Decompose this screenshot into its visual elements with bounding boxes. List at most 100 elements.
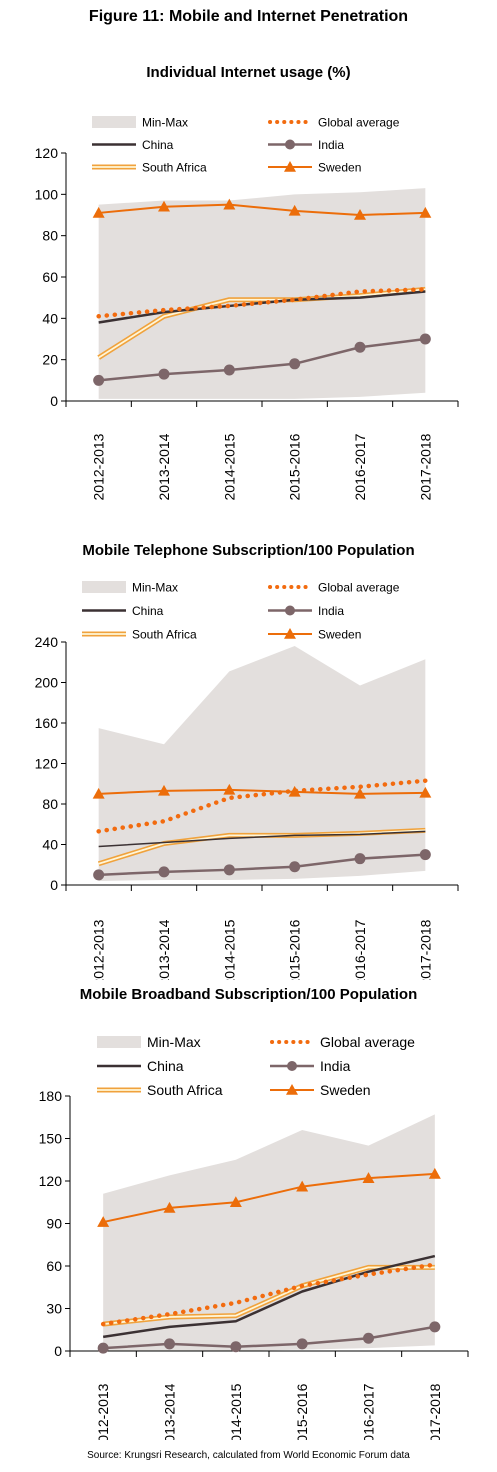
y-tick-label: 180 (39, 1088, 63, 1104)
y-tick-label: 40 (42, 310, 58, 326)
legend-label-south-africa: South Africa (132, 627, 197, 641)
x-tick-label: 2015-2016 (287, 919, 303, 980)
chart-mobile-broadband: Min-Max Global average China India South Afr… (39, 1034, 469, 1440)
series-point-sweden (92, 787, 105, 799)
legend-label-south-africa: South Africa (142, 160, 207, 174)
series-line-india (98, 853, 426, 877)
y-tick-label: 0 (54, 1343, 62, 1359)
minmax-band (98, 188, 426, 399)
legend-label-india: India (318, 604, 344, 618)
series-point-sweden (229, 1196, 242, 1208)
y-tick-label: 30 (46, 1301, 62, 1317)
legend-label-sweden: Sweden (318, 627, 361, 641)
series-point-india (363, 1332, 374, 1344)
series-point-sweden (354, 209, 366, 220)
legend-marker-sweden (284, 628, 296, 639)
x-tick-label: 2016-2017 (352, 433, 368, 500)
legend-label-china: China (132, 604, 164, 618)
series-point-sweden (97, 1216, 110, 1227)
x-tick-label: 2017-2018 (417, 919, 433, 980)
legend-label-minmax: Min-Max (147, 1034, 201, 1050)
series-line-global-average (96, 778, 428, 834)
series-point-sweden (428, 1167, 441, 1179)
series-line-south-africa-inner (103, 1266, 435, 1325)
series-point-india (223, 864, 235, 876)
x-tick-label: 2015-2016 (294, 1383, 310, 1440)
series-point-sweden (92, 206, 105, 218)
legend-label-minmax: Min-Max (132, 580, 178, 594)
legend-marker-sweden (284, 161, 296, 172)
series-point-india (289, 358, 301, 370)
legend-swatch-minmax (97, 1036, 141, 1048)
series-point-sweden (223, 783, 236, 795)
chart-title-mobile-telephone: Mobile Telephone Subscription/100 Popula… (82, 542, 415, 559)
legend-label-global: Global average (320, 1034, 415, 1050)
series-point-india (93, 869, 105, 881)
y-tick-label: 80 (42, 228, 58, 244)
series-point-sweden (288, 785, 301, 797)
legend-label-sweden: Sweden (318, 160, 361, 174)
series-point-india (230, 1341, 242, 1353)
y-tick-label: 0 (50, 393, 58, 409)
series-point-sweden (362, 1172, 375, 1183)
series-point-india (97, 1342, 109, 1354)
legend-label-global: Global average (318, 115, 400, 129)
y-tick-label: 80 (42, 796, 58, 812)
series-point-sweden (288, 204, 301, 216)
chart-internet-usage: Min-Max Global average China India South Afr… (35, 115, 459, 500)
y-tick-label: 120 (39, 1173, 63, 1189)
series-point-india (419, 849, 431, 861)
series-line-global-average (96, 287, 428, 319)
series-point-india (354, 341, 366, 353)
series-point-india (419, 333, 431, 345)
series-line-south-africa-inner (98, 288, 426, 359)
x-tick-label: 2013-2014 (162, 1383, 178, 1440)
series-point-sweden (419, 786, 432, 798)
x-tick-label: 2016-2017 (352, 919, 368, 980)
x-tick-label: 2017-2018 (417, 433, 433, 500)
x-tick-label: 2016-2017 (361, 1383, 377, 1440)
y-tick-label: 0 (50, 877, 58, 893)
series-point-india (296, 1338, 308, 1350)
legend-label-minmax: Min-Max (142, 115, 188, 129)
y-tick-label: 90 (46, 1216, 62, 1232)
series-line-china (102, 1254, 436, 1339)
x-tick-label: 2015-2016 (287, 433, 303, 500)
legend-marker-india (285, 139, 295, 150)
legend-marker-india (285, 605, 295, 616)
x-tick-label: 2012-2013 (95, 1383, 111, 1440)
source-note: Source: Krungsri Research, calculated fr… (87, 1450, 410, 1461)
y-tick-label: 240 (35, 634, 59, 650)
y-tick-label: 40 (42, 837, 58, 853)
series-point-sweden (354, 787, 366, 799)
y-tick-label: 100 (35, 186, 59, 202)
series-point-india (289, 861, 301, 873)
x-tick-label: 2013-2014 (156, 433, 172, 500)
x-tick-label: 2014-2015 (221, 433, 237, 500)
series-point-india (158, 368, 170, 380)
legend-swatch-minmax (82, 581, 126, 593)
y-tick-label: 150 (39, 1131, 63, 1147)
legend-label-china: China (142, 138, 174, 152)
series-line-sweden (98, 788, 426, 795)
series-line-china (98, 830, 426, 848)
y-tick-label: 60 (42, 269, 58, 285)
chart-title-internet-usage: Individual Internet usage (%) (146, 64, 351, 81)
series-point-sweden (158, 784, 170, 796)
legend-label-south-africa: South Africa (147, 1082, 223, 1098)
legend-label-china: China (147, 1058, 184, 1074)
y-tick-label: 200 (35, 675, 59, 691)
legend-label-india: India (320, 1058, 351, 1074)
y-tick-label: 120 (35, 145, 59, 161)
x-tick-label: 2013-2014 (156, 919, 172, 980)
series-line-sweden (98, 203, 426, 216)
y-tick-label: 160 (35, 715, 59, 731)
x-tick-label: 2012-2013 (91, 919, 107, 980)
series-line-sweden (102, 1172, 435, 1224)
chart-title-mobile-broadband: Mobile Broadband Subscription/100 Popula… (79, 986, 418, 1003)
series-line-india (103, 1325, 436, 1350)
series-point-india (354, 853, 366, 865)
legend-marker-india (287, 1061, 297, 1071)
series-point-india (93, 374, 105, 386)
legend-label-sweden: Sweden (320, 1082, 371, 1098)
